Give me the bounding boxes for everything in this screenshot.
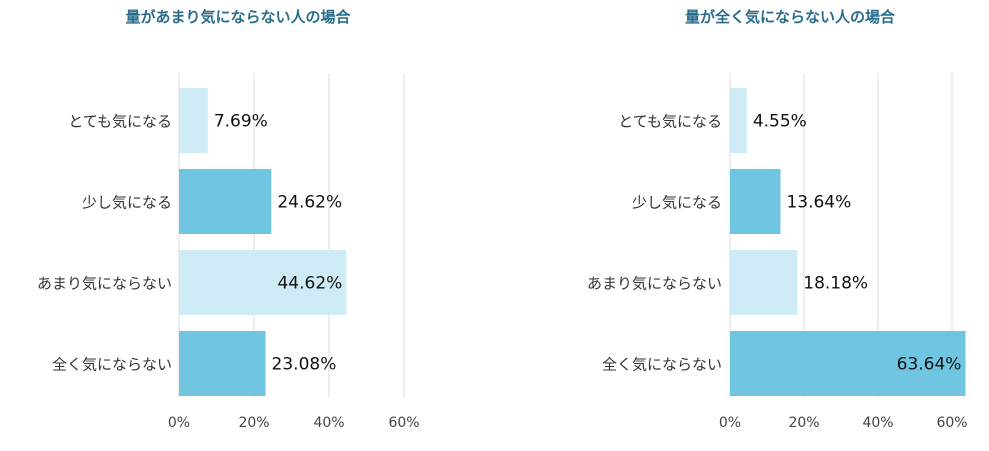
chart-1-bar-3 <box>179 250 347 315</box>
chart-1-category-label-3: あまり気にならない <box>37 275 172 293</box>
chart-2-bar-4 <box>730 331 966 396</box>
chart-1-data-label-2: 24.62% <box>277 193 342 213</box>
chart-2-tick-label-3: 60% <box>936 415 967 431</box>
chart-1-bar-1 <box>179 88 208 153</box>
chart-1-tick-label-3: 60% <box>388 415 419 431</box>
chart-1-tick-label-2: 40% <box>313 415 344 431</box>
chart-2-bar-2 <box>730 169 781 234</box>
chart-1-category-label-1: とても気になる <box>68 113 172 131</box>
chart-1-data-label-1: 7.69% <box>214 112 268 132</box>
chart-2-title: 量が全く気にならない人の場合 <box>685 8 896 26</box>
chart-1-tick-label-0: 0% <box>168 415 190 431</box>
chart-1-bar-4 <box>179 331 266 396</box>
chart-1-category-label-2: 少し気になる <box>82 194 172 212</box>
chart-2-data-label-2: 13.64% <box>786 193 851 213</box>
chart-1-tick-label-1: 20% <box>238 415 269 431</box>
chart-2-data-label-3: 18.18% <box>803 274 868 294</box>
chart-2-bar-3 <box>730 250 798 315</box>
chart-1-data-label-3: 44.62% <box>277 274 342 294</box>
chart-2-tick-label-2: 40% <box>862 415 893 431</box>
chart-2-category-label-2: 少し気になる <box>632 194 722 212</box>
chart-2-tick-label-1: 20% <box>788 415 819 431</box>
chart-2-category-label-1: とても気になる <box>618 113 722 131</box>
chart-2-data-label-4: 63.64% <box>897 355 962 375</box>
chart-1-title: 量があまり気にならない人の場合 <box>125 8 351 26</box>
chart-1-category-label-4: 全く気にならない <box>52 356 172 374</box>
chart-2-category-label-4: 全く気にならない <box>602 356 722 374</box>
chart-1-bar-2 <box>179 169 272 234</box>
chart-2-category-label-3: あまり気にならない <box>587 275 722 293</box>
chart-2-bar-1 <box>730 88 747 153</box>
chart-2-tick-label-0: 0% <box>719 415 741 431</box>
chart-2-data-label-1: 4.55% <box>753 112 807 132</box>
chart-1-data-label-4: 23.08% <box>272 355 337 375</box>
